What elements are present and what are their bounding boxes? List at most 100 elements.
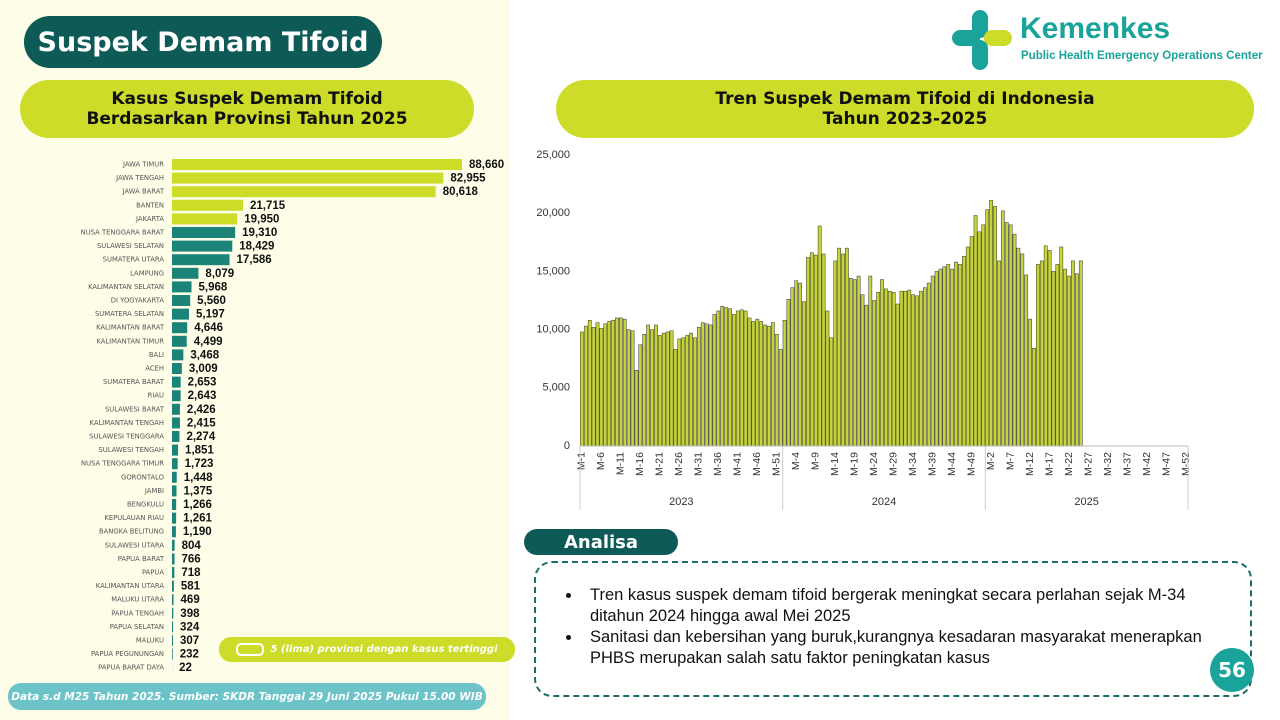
bar bbox=[172, 417, 180, 429]
x-tick-label: M-31 bbox=[693, 452, 705, 476]
bar bbox=[172, 172, 444, 184]
value-label: 232 bbox=[180, 649, 199, 661]
value-label: 1,266 bbox=[183, 499, 212, 511]
column bbox=[841, 253, 845, 447]
column bbox=[747, 317, 752, 447]
column bbox=[798, 282, 803, 447]
category-label: PAPUA TENGAH bbox=[111, 609, 164, 617]
column bbox=[611, 320, 615, 447]
column bbox=[657, 335, 662, 447]
value-label: 4,499 bbox=[194, 336, 223, 348]
value-label: 17,586 bbox=[237, 254, 272, 266]
value-label: 2,643 bbox=[188, 390, 217, 402]
x-tick-label: M-34 bbox=[907, 452, 919, 476]
bar bbox=[172, 648, 173, 660]
column bbox=[794, 280, 799, 447]
category-label: SUMATERA SELATAN bbox=[95, 310, 164, 318]
column bbox=[1024, 274, 1029, 447]
column bbox=[607, 321, 612, 447]
column bbox=[716, 310, 721, 447]
column bbox=[923, 287, 927, 447]
column bbox=[626, 329, 631, 447]
bar bbox=[172, 485, 177, 497]
value-label: 1,190 bbox=[183, 526, 212, 538]
x-tick-label: M-32 bbox=[1102, 452, 1114, 476]
group-label: 2023 bbox=[669, 496, 693, 508]
column bbox=[681, 337, 686, 447]
bar bbox=[172, 376, 181, 388]
bar bbox=[172, 254, 230, 266]
column bbox=[646, 324, 651, 447]
value-label: 88,660 bbox=[469, 159, 504, 171]
column bbox=[946, 264, 951, 447]
category-label: BENGKULU bbox=[127, 501, 164, 509]
column bbox=[669, 330, 674, 447]
bar bbox=[172, 635, 174, 646]
value-label: 2,653 bbox=[188, 377, 217, 389]
column bbox=[954, 261, 958, 447]
category-label: GORONTALO bbox=[121, 473, 164, 481]
category-label: PAPUA SELATAN bbox=[110, 623, 164, 631]
header-title: Suspek Demam Tifoid bbox=[24, 16, 382, 68]
column bbox=[1016, 247, 1021, 447]
x-tick-label: M-7 bbox=[1004, 452, 1016, 470]
y-tick-label: 20,000 bbox=[536, 207, 570, 219]
column bbox=[837, 247, 841, 447]
value-label: 8,079 bbox=[205, 268, 234, 280]
value-label: 804 bbox=[182, 540, 202, 552]
y-tick-label: 0 bbox=[564, 440, 570, 452]
column bbox=[650, 329, 654, 447]
bar bbox=[172, 499, 177, 510]
column bbox=[654, 324, 658, 447]
column bbox=[1043, 245, 1048, 447]
x-tick-label: M-26 bbox=[673, 452, 685, 476]
x-tick-label: M-42 bbox=[1141, 452, 1153, 476]
x-tick-label: M-47 bbox=[1160, 452, 1172, 476]
value-label: 581 bbox=[181, 581, 201, 593]
category-label: KALIMANTAN SELATAN bbox=[88, 283, 164, 291]
column bbox=[1008, 224, 1013, 447]
value-label: 324 bbox=[180, 621, 200, 633]
bar bbox=[172, 227, 236, 238]
column bbox=[1004, 222, 1009, 447]
category-label: BANGKA BELITUNG bbox=[99, 528, 164, 536]
column bbox=[1047, 250, 1052, 447]
value-label: 3,009 bbox=[189, 363, 218, 375]
category-label: LAMPUNG bbox=[130, 269, 164, 277]
x-tick-label: M-22 bbox=[1063, 452, 1075, 476]
column bbox=[751, 321, 756, 447]
value-label: 5,560 bbox=[197, 295, 226, 307]
column bbox=[934, 271, 939, 447]
column bbox=[809, 252, 814, 447]
column bbox=[665, 331, 670, 447]
value-label: 1,375 bbox=[183, 485, 212, 497]
bar bbox=[172, 322, 188, 334]
column bbox=[1032, 347, 1036, 447]
column bbox=[735, 310, 740, 447]
category-label: SUMATERA BARAT bbox=[103, 378, 165, 386]
x-tick-label: M-19 bbox=[849, 452, 861, 476]
column bbox=[1055, 264, 1060, 447]
x-tick-label: M-51 bbox=[771, 452, 783, 476]
x-tick-label: M-2 bbox=[985, 452, 997, 470]
bar bbox=[172, 295, 191, 306]
category-label: KALIMANTAN TIMUR bbox=[96, 337, 164, 345]
bar bbox=[172, 594, 174, 606]
column bbox=[813, 254, 818, 447]
category-label: KEPULAUAN RIAU bbox=[104, 514, 164, 522]
logo bbox=[952, 10, 1012, 70]
column bbox=[587, 320, 592, 447]
value-label: 2,274 bbox=[186, 431, 215, 443]
column bbox=[985, 209, 990, 447]
column bbox=[732, 314, 736, 447]
logo-subtitle: Public Health Emergency Operations Cente… bbox=[1021, 50, 1263, 62]
column bbox=[1028, 318, 1032, 447]
column bbox=[950, 268, 955, 447]
chart-title: Kasus Suspek Demam Tifoid Berdasarkan Pr… bbox=[20, 80, 474, 138]
analysis-point: Tren kasus suspek demam tifoid bergerak … bbox=[582, 585, 1232, 627]
bar bbox=[172, 444, 179, 456]
column bbox=[860, 294, 865, 447]
column bbox=[767, 325, 771, 447]
column bbox=[880, 279, 884, 447]
